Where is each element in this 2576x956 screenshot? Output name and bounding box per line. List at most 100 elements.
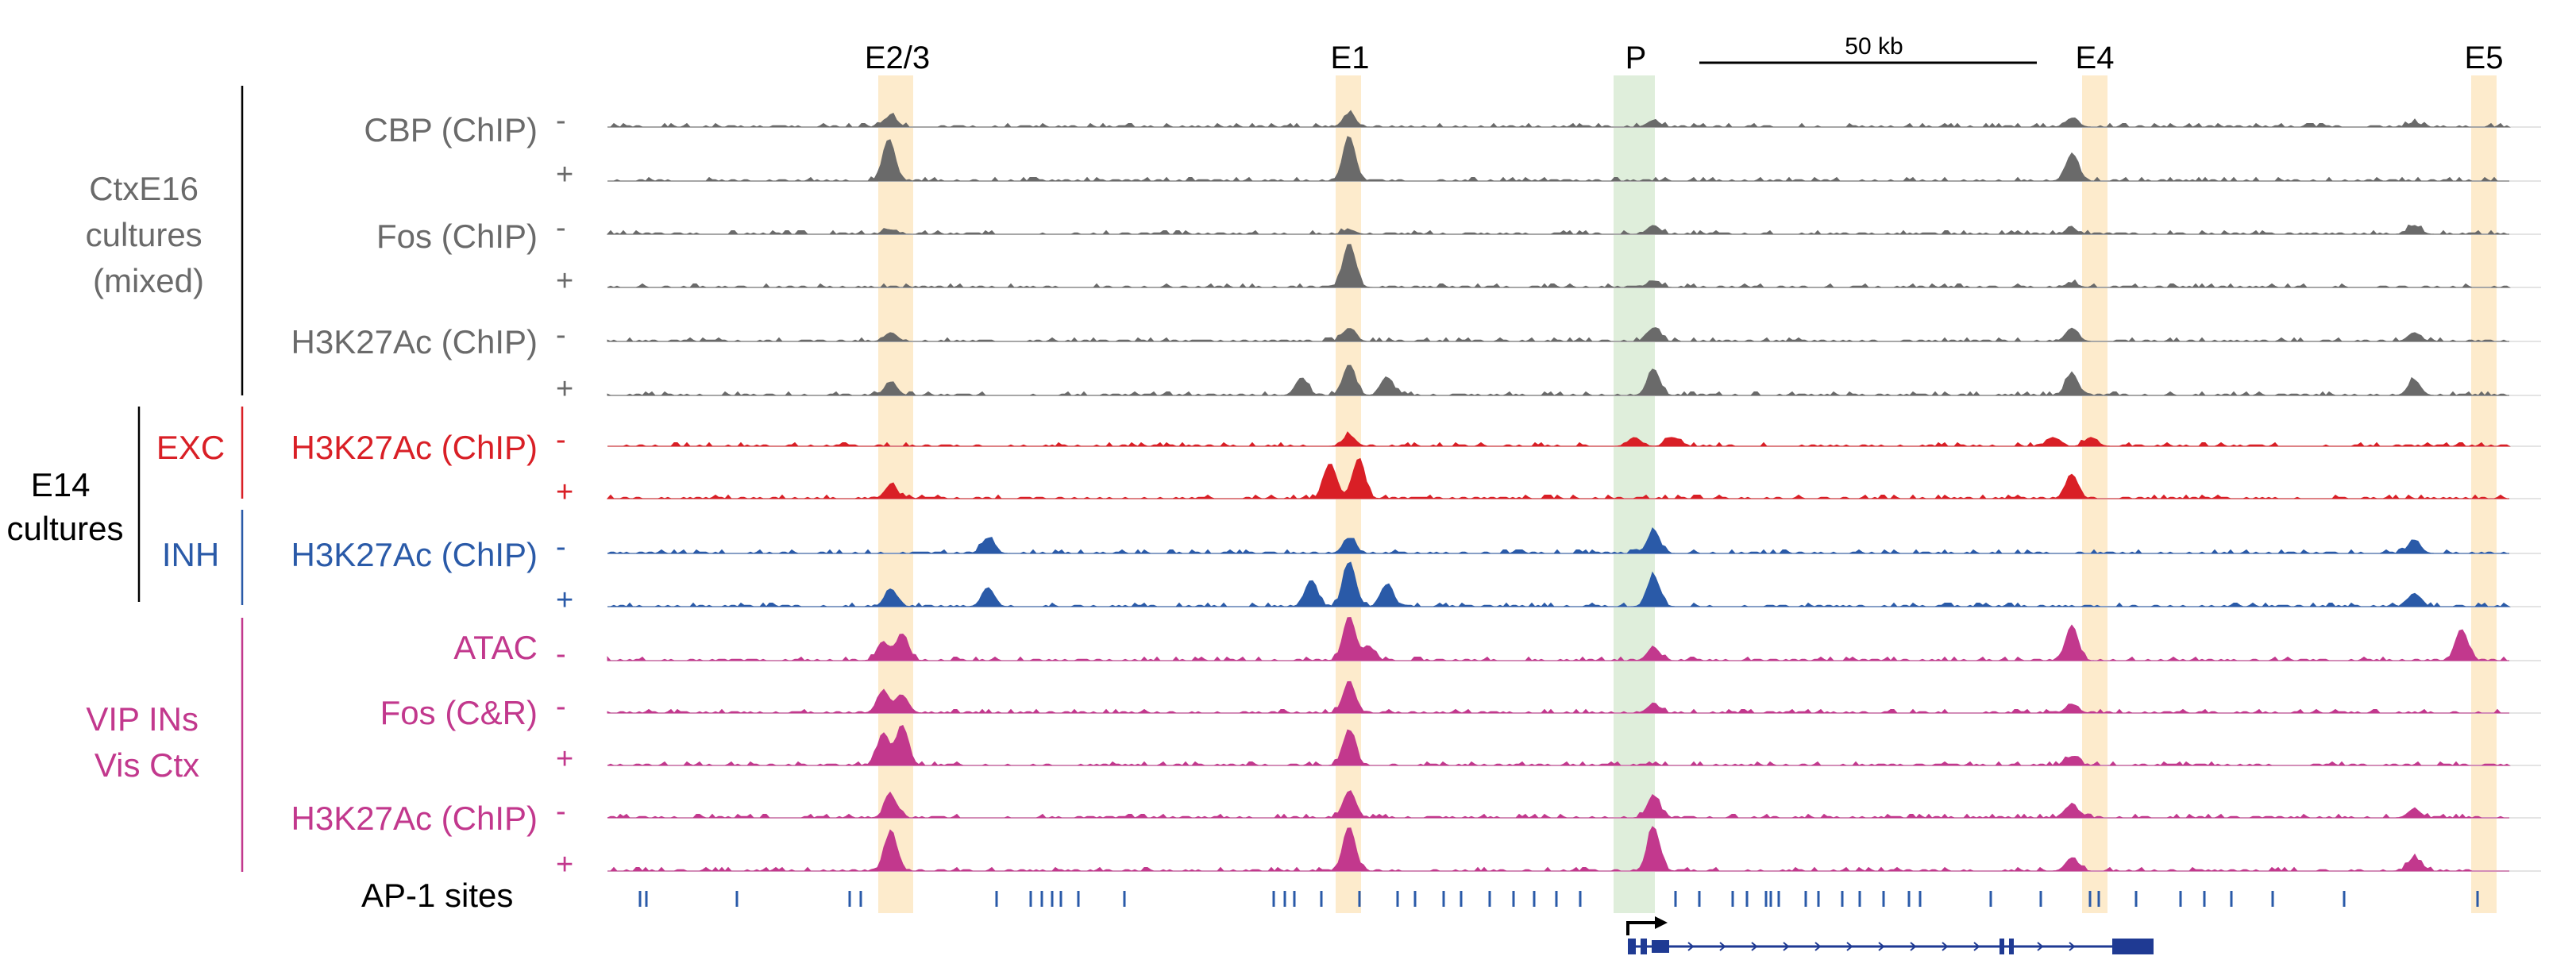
region-label-e5: E5: [2465, 40, 2504, 75]
track-sign: +: [556, 584, 573, 617]
track-signal: [607, 431, 2511, 447]
track-sign: -: [556, 423, 566, 457]
gene-chevron: [1846, 942, 1853, 951]
gene-chevron: [1910, 942, 1917, 951]
track-label-h3k27ac-vip: H3K27Ac (ChIP): [291, 800, 538, 837]
track-7: -: [556, 423, 2541, 457]
track-5: -: [556, 318, 2541, 352]
gene-chevron: [2069, 942, 2076, 951]
group-label-e14-line2: cultures: [6, 510, 123, 547]
gene-chevron: [1973, 942, 1980, 951]
track-4: +: [556, 244, 2541, 298]
track-signal: [607, 364, 2509, 396]
track-label-h3k27ac-exc: H3K27Ac (ChIP): [291, 429, 538, 466]
ap1-sites-label: AP-1 sites: [361, 877, 513, 914]
track-signal: [607, 826, 2509, 872]
track-signal: [607, 561, 2511, 607]
region-label-p: P: [1625, 40, 1647, 75]
region-label-e4: E4: [2076, 40, 2115, 75]
track-sign: +: [556, 742, 573, 776]
subgroup-label-exc: EXC: [156, 429, 225, 466]
track-sign: -: [556, 211, 566, 245]
track-signal: [607, 110, 2511, 128]
track-signal: [607, 244, 2511, 288]
track-label-h3k27ac-inh: H3K27Ac (ChIP): [291, 536, 538, 573]
track-signal: [607, 790, 2509, 819]
track-sign: -: [556, 690, 566, 723]
track-sign: +: [556, 158, 573, 191]
track-signal: [606, 224, 2509, 235]
group-label-e14: E14 cultures: [6, 466, 123, 547]
gene-exon-5: [2009, 939, 2014, 954]
track-12: -: [556, 680, 2541, 723]
region-band-e5: [2471, 75, 2497, 913]
track-signal: [607, 616, 2509, 661]
track-sign: +: [556, 372, 573, 406]
track-2: +: [556, 136, 2541, 191]
region-label-e23: E2/3: [865, 40, 930, 75]
group-label-e14-line1: E14: [31, 466, 91, 503]
region-band-p: [1614, 75, 1655, 913]
group-label-ctxe16-line1: CtxE16: [89, 170, 199, 207]
track-1: -: [556, 104, 2541, 137]
track-sign: -: [556, 530, 566, 564]
gene-chevron: [1942, 942, 1949, 951]
track-6: +: [556, 364, 2541, 406]
track-label-atac: ATAC: [453, 629, 538, 666]
group-label-vip: VIP INs Vis Ctx: [86, 700, 207, 784]
gene-chevron: [1814, 942, 1822, 951]
track-3: -: [556, 211, 2541, 245]
gene-chevron: [1687, 942, 1695, 951]
region-band-e4: [2082, 75, 2107, 913]
gene-chevron: [2037, 942, 2044, 951]
group-label-ctxe16: CtxE16 cultures (mixed): [86, 170, 212, 299]
group-label-ctxe16-line2: cultures: [86, 216, 202, 253]
track-15: +: [556, 826, 2541, 881]
group-label-ctxe16-line3: (mixed): [93, 262, 204, 299]
track-label-fos-cr: Fos (C&R): [380, 694, 538, 731]
group-label-vip-line2: Vis Ctx: [94, 746, 199, 784]
track-sign: -: [556, 104, 566, 137]
track-sign: -: [556, 318, 566, 352]
signal-tracks: - + - + - + - + - + - - + - +: [556, 104, 2541, 881]
highlight-regions: [878, 75, 2497, 913]
gene-exon-3: [1652, 940, 1669, 953]
gene-chevron: [1719, 942, 1726, 951]
track-signal: [607, 680, 2509, 714]
ap1-site-ticks: [638, 891, 2479, 907]
track-label-h3k27ac-mixed: H3K27Ac (ChIP): [291, 323, 538, 360]
track-11: -: [556, 616, 2541, 671]
track-signal: [607, 136, 2509, 182]
gene-exon-1: [1628, 939, 1636, 954]
group-label-vip-line1: VIP INs: [86, 700, 199, 738]
track-13: +: [556, 725, 2541, 776]
track-label-cbp: CBP (ChIP): [364, 111, 538, 148]
track-label-fos: Fos (ChIP): [376, 218, 538, 255]
track-sign: -: [556, 638, 566, 671]
track-signal: [607, 725, 2511, 766]
scale-bar-label: 50 kb: [1845, 33, 1903, 60]
gene-exon-4: [1999, 939, 2004, 954]
subgroup-label-inh: INH: [162, 536, 219, 573]
gene-chevron: [1783, 942, 1790, 951]
tss-arrowhead: [1655, 916, 1668, 929]
track-9: -: [556, 526, 2541, 564]
track-14: -: [556, 790, 2541, 828]
tss-arrow: [1626, 921, 1661, 935]
track-sign: -: [556, 795, 566, 828]
track-signal: [607, 526, 2509, 554]
track-8: +: [556, 457, 2541, 509]
gene-model: [1626, 916, 2154, 954]
gene-exon-2: [1641, 939, 1647, 954]
gene-chevron: [1751, 942, 1758, 951]
track-sign: +: [556, 848, 573, 881]
gene-chevron: [1878, 942, 1885, 951]
track-10: +: [556, 561, 2541, 617]
track-signal: [607, 327, 2509, 342]
track-signal: [606, 457, 2509, 499]
gene-strand-chevrons: [1687, 942, 2076, 951]
gene-exon-6: [2112, 939, 2154, 954]
region-label-e1: E1: [1331, 40, 1370, 75]
track-sign: +: [556, 476, 573, 509]
